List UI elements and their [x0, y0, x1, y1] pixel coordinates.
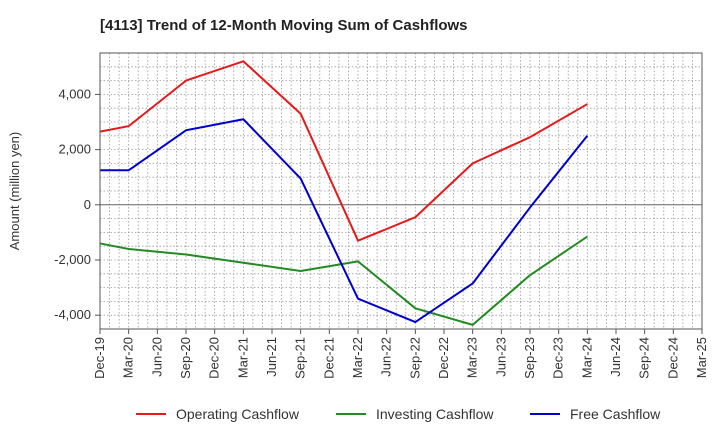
x-tick-label: Jun-22 — [379, 337, 394, 377]
x-axis-ticks: Dec-19 Mar-20 Jun-20 Sep-20 Dec-20 Mar-21 Jun-… — [92, 329, 709, 379]
x-tick-label: Dec-19 — [92, 337, 107, 379]
x-tick-label: Sep-21 — [293, 337, 308, 379]
y-tick-label: -4,000 — [54, 307, 91, 322]
legend-label-investing-cashflow: Investing Cashflow — [376, 406, 494, 422]
legend-label-free-cashflow: Free Cashflow — [570, 406, 661, 422]
x-tick-label: Sep-24 — [637, 337, 652, 379]
x-tick-label: Sep-23 — [522, 337, 537, 379]
plot-frame — [99, 52, 703, 330]
y-tick-label: 2,000 — [58, 142, 91, 157]
y-tick-label: 4,000 — [58, 86, 91, 101]
y-axis-label: Amount (million yen) — [7, 132, 22, 251]
x-tick-label: Dec-20 — [207, 337, 222, 379]
y-axis-ticks: -4,000 -2,000 0 2,000 4,000 — [54, 86, 100, 322]
chart-title: [4113] Trend of 12-Month Moving Sum of C… — [100, 17, 468, 34]
series-lines — [99, 60, 589, 326]
x-tick-label: Dec-24 — [665, 337, 680, 379]
x-tick-label: Mar-25 — [694, 337, 709, 378]
legend-label-operating-cashflow: Operating Cashflow — [176, 406, 300, 422]
series-line-free-cashflow — [100, 118, 589, 324]
x-tick-label: Mar-21 — [235, 337, 250, 378]
x-tick-label: Jun-20 — [149, 337, 164, 377]
series-line-operating-cashflow — [99, 60, 588, 242]
y-tick-label: -2,000 — [54, 252, 91, 267]
x-tick-label: Jun-23 — [493, 337, 508, 377]
x-tick-label: Mar-20 — [121, 337, 136, 378]
x-tick-label: Sep-20 — [178, 337, 193, 379]
x-tick-label: Jun-24 — [608, 337, 623, 377]
x-tick-label: Mar-23 — [465, 337, 480, 378]
legend: Operating Cashflow Investing Cashflow Free… — [136, 406, 661, 422]
x-tick-label: Dec-22 — [436, 337, 451, 379]
x-tick-label: Sep-22 — [407, 337, 422, 379]
x-tick-label: Jun-21 — [264, 337, 279, 377]
x-tick-label: Mar-22 — [350, 337, 365, 378]
series-line-investing-cashflow — [99, 235, 588, 326]
x-tick-label: Dec-23 — [551, 337, 566, 379]
x-tick-label: Dec-21 — [321, 337, 336, 379]
y-tick-label: 0 — [84, 197, 91, 212]
x-tick-label: Mar-24 — [579, 337, 594, 378]
